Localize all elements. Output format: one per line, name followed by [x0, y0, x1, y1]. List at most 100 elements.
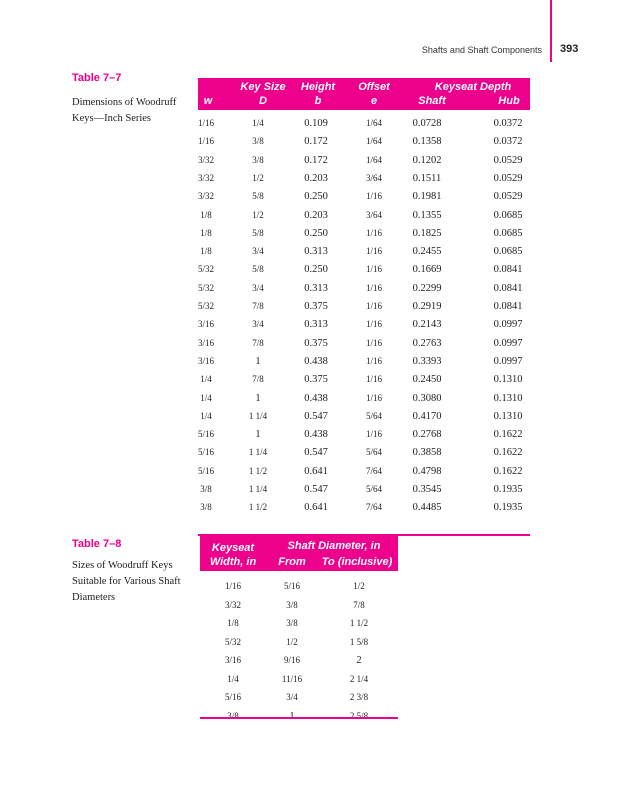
table-cell-height: 0.438: [304, 355, 328, 367]
table-cell-height: 0.203: [304, 172, 328, 184]
table-cell-hub-depth: 0.1310: [493, 392, 523, 404]
table-cell-w: 3/32: [197, 191, 214, 202]
table-cell-to: 2 3/8: [349, 692, 369, 702]
table-cell-hub-depth: 0.1622: [493, 465, 523, 477]
table-cell-shaft-depth: 0.2763: [412, 337, 442, 349]
table-cell-hub-depth: 0.0529: [493, 172, 523, 184]
table-cell-hub-depth: 0.1935: [493, 502, 523, 514]
table-cell-keyseat-width: 1/16: [224, 581, 241, 591]
table-cell-d: 1 1/2: [248, 465, 268, 476]
table-cell-d: 3/4: [252, 319, 264, 330]
table-cell-w: 1/4: [200, 410, 212, 421]
table-cell-d: 5/8: [252, 191, 264, 202]
table-cell-shaft-depth: 0.3858: [412, 447, 442, 459]
table-cell-hub-depth: 0.0372: [493, 136, 523, 148]
table-cell-d: 3/4: [252, 246, 264, 257]
table-cell-d: 5/8: [252, 227, 264, 238]
table-cell-offset: 5/64: [365, 484, 382, 494]
table-7-7-header: Key Size w D Height b Offset e Keyseat D…: [198, 78, 530, 110]
table-cell-height: 0.313: [304, 319, 328, 331]
table-cell-offset: 1/64: [365, 154, 382, 165]
table-cell-height: 0.250: [304, 264, 328, 276]
table-cell-w: 1/8: [200, 209, 212, 220]
table-cell-height: 0.172: [304, 154, 328, 166]
table-cell-height: 0.203: [304, 209, 328, 221]
header-key-size: Key Size: [240, 81, 286, 93]
table-cell-shaft-depth: 0.1511: [412, 172, 442, 184]
table-cell-w: 1/4: [200, 392, 212, 403]
table-cell-hub-depth: 0.0685: [493, 246, 523, 258]
table-cell-shaft-depth: 0.3080: [412, 392, 442, 404]
table-cell-shaft-depth: 0.1669: [412, 264, 442, 276]
table-cell-offset: 5/64: [365, 447, 382, 458]
table-cell-hub-depth: 0.0841: [493, 264, 523, 276]
table-cell-hub-depth: 0.0841: [493, 282, 523, 294]
table-cell-w: 5/32: [197, 264, 214, 275]
table-cell-offset: 1/16: [365, 337, 382, 348]
table-cell-height: 0.641: [304, 465, 328, 477]
table-cell-offset: 1/16: [365, 264, 382, 275]
table-cell-shaft-depth: 0.2768: [412, 429, 442, 441]
header-hub: Hub: [498, 95, 520, 107]
table-cell-w: 3/32: [197, 172, 214, 183]
table-cell-offset: 7/64: [365, 465, 382, 476]
header-keyseat-depth: Keyseat Depth: [434, 81, 512, 93]
header-to: To (inclusive): [321, 556, 393, 568]
table-cell-shaft-depth: 0.2455: [412, 246, 442, 258]
table-cell-shaft-depth: 0.3393: [412, 355, 442, 367]
table-cell-d: 1 1/2: [248, 502, 268, 513]
table-cell-keyseat-width: 3/8: [227, 710, 239, 721]
table-cell-d: 3/4: [252, 282, 264, 293]
page-accent-line: [550, 0, 552, 62]
table-cell-d: 1 1/4: [248, 410, 268, 421]
header-from: From: [278, 556, 306, 568]
table-cell-w: 5/16: [197, 447, 214, 458]
table-cell-d: 5/8: [252, 264, 264, 275]
table-cell-to: 1/2: [353, 581, 365, 591]
table-cell-w: 1/4: [200, 374, 212, 385]
table-cell-offset: 1/16: [365, 282, 382, 293]
table-cell-hub-depth: 0.0997: [493, 337, 523, 349]
table-cell-height: 0.438: [304, 429, 328, 441]
table-cell-w: 1/8: [200, 246, 212, 257]
table-cell-w: 1/16: [197, 136, 214, 147]
table-cell-w: 1/16: [197, 118, 214, 128]
table-cell-w: 5/32: [197, 301, 214, 311]
table-cell-shaft-depth: 0.4485: [412, 502, 442, 514]
header-width: Width, in: [209, 556, 257, 568]
table-cell-from: 3/4: [286, 692, 298, 702]
table-cell-height: 0.250: [304, 227, 328, 239]
table-cell-w: 3/16: [197, 319, 214, 330]
table-cell-hub-depth: 0.1310: [493, 410, 523, 422]
table-cell-shaft-depth: 0.1358: [412, 136, 442, 148]
table-cell-offset: 1/16: [365, 429, 382, 440]
header-d: D: [259, 95, 267, 107]
table-cell-offset: 1/16: [365, 355, 382, 366]
table-7-8-header: Keyseat Width, in Shaft Diameter, in Fro…: [200, 536, 398, 571]
table-cell-height: 0.375: [304, 337, 328, 349]
table-7-7-caption: Dimensions of Woodruff Keys—Inch Series: [72, 97, 177, 124]
table-cell-hub-depth: 0.0529: [493, 191, 523, 203]
table-cell-shaft-depth: 0.2450: [412, 374, 442, 386]
table-cell-keyseat-width: 3/32: [224, 599, 241, 610]
table-7-8-caption: Sizes of Woodruff Keys Suitable for Vari…: [72, 560, 181, 603]
table-cell-w: 5/16: [197, 429, 214, 440]
table-cell-height: 0.547: [304, 484, 328, 495]
table-cell-from: 11/16: [281, 673, 303, 684]
table-cell-w: 3/8: [200, 502, 212, 513]
table-cell-offset: 3/64: [365, 209, 382, 220]
table-cell-d: 1: [255, 429, 261, 441]
table-cell-hub-depth: 0.0997: [493, 355, 523, 367]
table-cell-shaft-depth: 0.2143: [412, 319, 442, 331]
table-cell-height: 0.172: [304, 136, 328, 148]
table-cell-offset: 1/16: [365, 374, 382, 385]
table-cell-keyseat-width: 5/32: [224, 636, 241, 647]
table-cell-height: 0.313: [304, 282, 328, 294]
table-cell-offset: 1/16: [365, 227, 382, 238]
table-cell-d: 1 1/4: [248, 484, 268, 494]
table-cell-keyseat-width: 1/4: [227, 673, 239, 684]
header-w: w: [203, 95, 213, 107]
table-cell-d: 1/2: [252, 209, 264, 220]
page-number: 393: [560, 43, 579, 55]
